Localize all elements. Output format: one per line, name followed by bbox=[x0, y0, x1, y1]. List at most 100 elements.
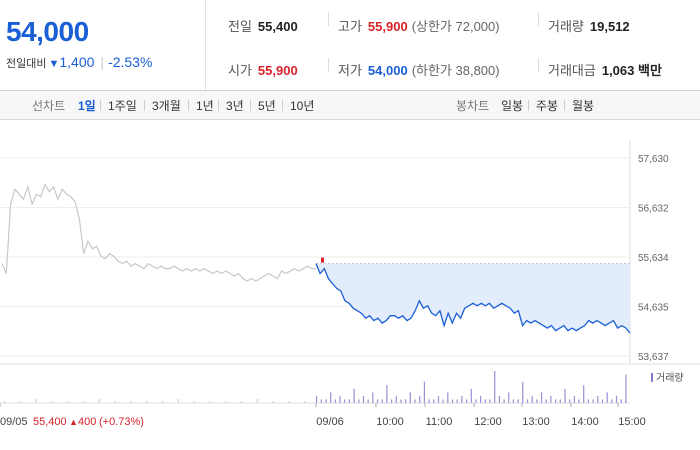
line-chart-label: 선차트 bbox=[32, 99, 66, 113]
volume-bar bbox=[381, 399, 383, 403]
volume-bar bbox=[334, 399, 336, 403]
divider bbox=[564, 100, 565, 111]
volume-bar bbox=[484, 399, 486, 403]
intraday-chart: 57,630 56,632 55,634 54,635 53,637 거래량 09/05 09… bbox=[0, 140, 700, 428]
x-tick-label: 11:00 bbox=[426, 416, 453, 428]
volume-bar bbox=[503, 399, 505, 403]
x-tick-label: 09/05 bbox=[0, 416, 28, 428]
volume-bar bbox=[456, 399, 458, 403]
volume-bar bbox=[508, 392, 510, 403]
up-arrow-icon: ▲ bbox=[69, 417, 78, 427]
candle-chart-label: 봉차트 bbox=[456, 99, 490, 113]
volume-bar bbox=[428, 399, 430, 403]
volume-bar bbox=[344, 399, 346, 403]
prev-volume-bar bbox=[177, 399, 179, 403]
y-tick-label: 56,632 bbox=[638, 204, 669, 215]
price-stats: 전일 55,400 고가 55,900 (상한가 72,000) 거래량 19,512 … bbox=[210, 0, 700, 90]
divider bbox=[282, 100, 283, 111]
tab-1year[interactable]: 1년 bbox=[196, 99, 214, 113]
prev-day-change: 400 bbox=[78, 416, 96, 428]
tab-daily[interactable]: 일봉 bbox=[501, 99, 524, 113]
y-tick-label: 54,635 bbox=[638, 303, 669, 314]
quote-summary: 54,000 전일대비 ▼1,400 | -2.53% 전일 55,400 고가 55,9… bbox=[0, 0, 700, 90]
y-tick-label: 53,637 bbox=[638, 352, 669, 363]
change-percent: -2.53% bbox=[108, 54, 153, 70]
volume-bar bbox=[531, 395, 533, 403]
price-change: 전일대비 ▼1,400 | -2.53% bbox=[6, 54, 152, 71]
volume-bar bbox=[409, 392, 411, 403]
change-label: 전일대비 bbox=[6, 58, 47, 70]
prev-volume-bar bbox=[35, 399, 37, 403]
volume-bar bbox=[358, 399, 360, 403]
prev-volume-bar bbox=[193, 401, 195, 403]
prev-volume-bar bbox=[130, 401, 132, 403]
volume-bar bbox=[489, 399, 491, 403]
volume-bar bbox=[325, 399, 327, 403]
volume-bar bbox=[555, 399, 557, 403]
tab-3month[interactable]: 3개월 bbox=[152, 99, 181, 113]
volume-bar bbox=[611, 399, 613, 403]
volume-bar bbox=[419, 395, 421, 403]
volume-bar bbox=[564, 388, 566, 403]
volume-bar bbox=[601, 399, 604, 403]
volume-bar bbox=[395, 395, 397, 403]
volume-bar bbox=[437, 395, 440, 403]
separator: | bbox=[100, 54, 105, 70]
volume-bar bbox=[522, 381, 524, 403]
volume-bar bbox=[512, 399, 514, 403]
tab-1week[interactable]: 1주일 bbox=[108, 99, 137, 113]
volume-bar bbox=[620, 399, 622, 403]
prev-volume-bar bbox=[162, 401, 163, 403]
chart-period-tabs: 선차트 1일 1주일 3개월 1년 3년 5년 10년 봉차트 일봉 주봉 월봉 bbox=[0, 91, 700, 120]
y-tick-label: 55,634 bbox=[638, 253, 669, 264]
current-price: 54,000 bbox=[6, 16, 89, 47]
prev-volume-bar bbox=[4, 401, 5, 403]
volume-bar bbox=[592, 399, 594, 403]
volume: 거래량 19,512 bbox=[548, 19, 630, 34]
volume-bar bbox=[573, 395, 575, 403]
day-low: 저가 54,000 (하한가 38,800) bbox=[338, 63, 500, 78]
volume-bar bbox=[461, 395, 463, 403]
volume-bar bbox=[442, 399, 444, 403]
divider-line bbox=[0, 90, 700, 91]
prev-volume-bar bbox=[241, 401, 242, 403]
volume-bar bbox=[625, 374, 627, 403]
prev-volume-bar bbox=[288, 401, 290, 403]
volume-bar bbox=[578, 399, 580, 403]
open-marker bbox=[321, 257, 324, 263]
volume-bar bbox=[583, 385, 585, 403]
volume-bar bbox=[466, 399, 468, 403]
day-high: 고가 55,900 (상한가 72,000) bbox=[338, 19, 500, 34]
prev-volume-bar bbox=[19, 401, 21, 403]
volume-bar bbox=[320, 399, 322, 403]
divider bbox=[100, 100, 101, 111]
volume-bar bbox=[447, 392, 449, 403]
tab-10year[interactable]: 10년 bbox=[290, 99, 315, 113]
tab-5year[interactable]: 5년 bbox=[258, 99, 276, 113]
tab-1day[interactable]: 1일 bbox=[78, 99, 96, 113]
volume-bar bbox=[615, 395, 618, 403]
tab-monthly[interactable]: 월봉 bbox=[572, 99, 595, 113]
tab-3year[interactable]: 3년 bbox=[226, 99, 244, 113]
volume-bar bbox=[569, 399, 571, 403]
volume-bar bbox=[376, 399, 379, 403]
volume-bar bbox=[498, 395, 500, 403]
tab-weekly[interactable]: 주봉 bbox=[536, 99, 559, 113]
volume-bar bbox=[541, 392, 543, 403]
divider bbox=[328, 12, 329, 26]
x-tick-label: 14:00 bbox=[571, 416, 599, 428]
divider bbox=[538, 12, 539, 26]
x-tick-label: 12:00 bbox=[474, 416, 502, 428]
volume-bar bbox=[386, 385, 388, 403]
prev-volume-bar bbox=[146, 401, 148, 403]
volume-bar bbox=[494, 371, 496, 403]
volume-bar bbox=[362, 395, 365, 403]
volume-bar bbox=[470, 388, 472, 403]
volume-bar bbox=[405, 399, 407, 403]
x-tick-label: 13:00 bbox=[522, 416, 550, 428]
volume-bar bbox=[367, 399, 369, 403]
x-tick-label: 09/06 bbox=[316, 416, 344, 428]
y-tick-label: 57,630 bbox=[638, 154, 669, 165]
volume-bar bbox=[372, 392, 374, 403]
today-area-fill bbox=[316, 263, 630, 333]
